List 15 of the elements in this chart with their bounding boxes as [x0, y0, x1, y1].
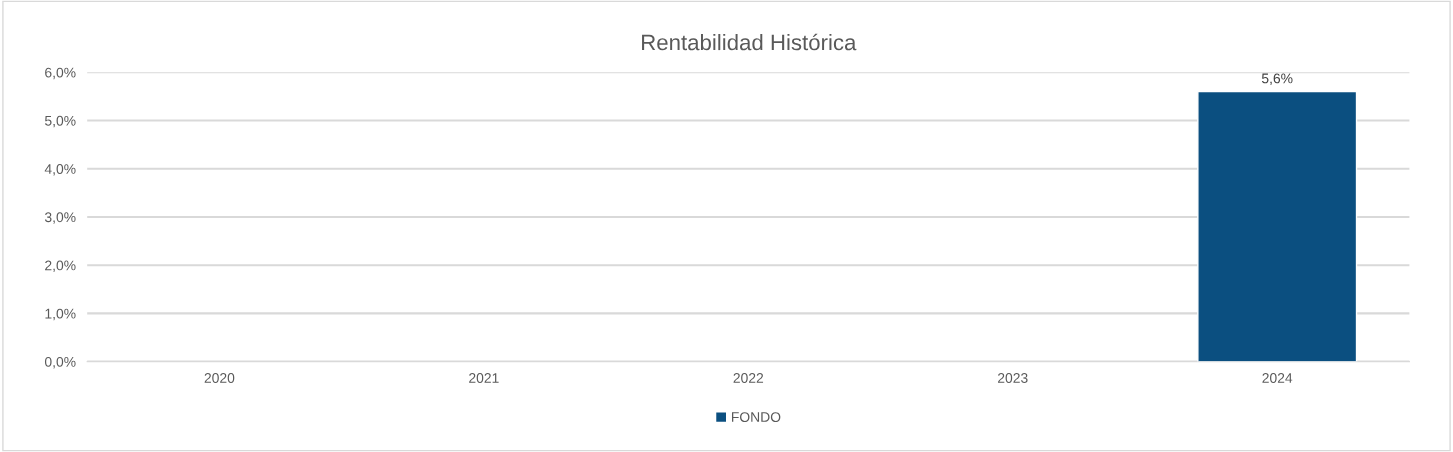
y-tick-label: 3,0% — [44, 212, 76, 224]
y-tick-label: 0,0% — [44, 356, 76, 369]
y-tick-label: 4,0% — [44, 164, 76, 176]
legend-label: FONDO — [732, 412, 781, 422]
x-tick-label: 2022 — [733, 373, 764, 383]
chart-title: Rentabilidad Histórica — [642, 33, 857, 51]
y-tick-label: 5,0% — [44, 115, 76, 128]
x-tick-label: 2020 — [204, 373, 235, 383]
y-tick-label: 1,0% — [45, 308, 76, 321]
data-label: 5,6% — [1261, 73, 1293, 85]
x-tick-label: 2021 — [469, 373, 499, 383]
x-tick-label: 2024 — [1262, 373, 1293, 383]
y-tick-label: 6,0% — [45, 67, 76, 80]
y-tick-label: 2,0% — [45, 260, 76, 272]
x-tick-label: 2023 — [997, 373, 1028, 383]
